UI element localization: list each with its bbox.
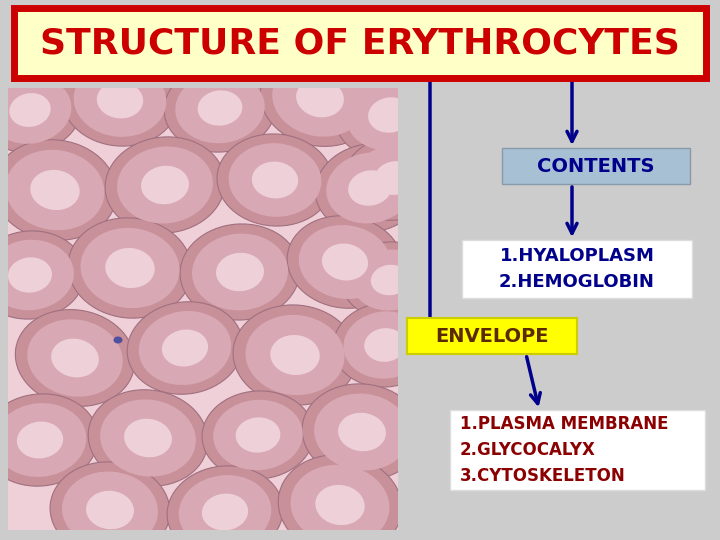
Ellipse shape [287,216,402,308]
Ellipse shape [15,309,135,407]
Ellipse shape [270,335,320,375]
Ellipse shape [8,258,52,293]
Ellipse shape [315,144,425,232]
Ellipse shape [114,336,122,343]
FancyBboxPatch shape [407,318,577,354]
Ellipse shape [27,319,122,397]
Ellipse shape [354,144,436,212]
Ellipse shape [314,394,410,470]
Ellipse shape [213,400,302,470]
Text: 1.PLASMA MEMBRANE
2.GLYCOCALYX
3.CYTOSKELETON: 1.PLASMA MEMBRANE 2.GLYCOCALYX 3.CYTOSKE… [460,415,668,485]
Ellipse shape [333,303,437,387]
Ellipse shape [296,79,344,117]
Ellipse shape [0,403,86,477]
Ellipse shape [192,233,288,310]
Text: ENVELOPE: ENVELOPE [436,327,549,346]
Ellipse shape [50,462,170,540]
FancyBboxPatch shape [450,410,705,490]
Ellipse shape [0,240,74,310]
FancyBboxPatch shape [462,240,692,298]
Ellipse shape [162,329,208,367]
Ellipse shape [315,485,365,525]
Ellipse shape [30,170,80,210]
Ellipse shape [229,143,321,217]
Ellipse shape [124,418,172,457]
Ellipse shape [371,265,409,295]
Ellipse shape [197,90,243,126]
Text: CONTENTS: CONTENTS [537,157,654,176]
Ellipse shape [117,146,213,224]
Ellipse shape [175,73,265,143]
Ellipse shape [0,394,98,486]
Ellipse shape [17,422,63,458]
Ellipse shape [6,150,104,230]
Ellipse shape [139,311,231,385]
Ellipse shape [216,253,264,291]
Ellipse shape [62,54,178,146]
Ellipse shape [105,248,155,288]
Ellipse shape [180,224,300,320]
Ellipse shape [164,64,276,152]
Ellipse shape [235,417,280,453]
Ellipse shape [73,63,166,137]
Text: 1.HYALOPLASM
2.HEMOGLOBIN: 1.HYALOPLASM 2.HEMOGLOBIN [499,247,655,291]
Ellipse shape [167,466,283,540]
Ellipse shape [272,59,368,137]
FancyBboxPatch shape [502,148,690,184]
Ellipse shape [364,328,406,362]
Ellipse shape [202,391,314,479]
Ellipse shape [217,134,333,226]
Ellipse shape [338,413,386,451]
Ellipse shape [9,93,50,127]
Ellipse shape [246,315,345,395]
Ellipse shape [299,225,391,299]
Ellipse shape [252,161,298,198]
Ellipse shape [89,390,208,486]
Ellipse shape [179,475,271,540]
Ellipse shape [86,491,134,529]
FancyBboxPatch shape [14,8,706,78]
Ellipse shape [202,494,248,530]
Ellipse shape [343,312,426,379]
Ellipse shape [51,339,99,377]
Ellipse shape [351,249,428,310]
Ellipse shape [343,136,447,220]
Ellipse shape [348,170,392,206]
Ellipse shape [0,76,71,144]
Ellipse shape [96,82,143,118]
Ellipse shape [81,228,179,308]
Ellipse shape [302,384,422,480]
Ellipse shape [127,302,243,394]
Ellipse shape [105,137,225,233]
Ellipse shape [342,242,438,318]
Ellipse shape [291,465,390,540]
Ellipse shape [68,218,192,318]
Ellipse shape [326,152,414,224]
Ellipse shape [336,71,445,159]
Ellipse shape [374,161,415,195]
Ellipse shape [0,231,85,319]
Ellipse shape [233,305,357,405]
Ellipse shape [368,97,412,133]
Ellipse shape [0,68,82,152]
Ellipse shape [141,166,189,204]
FancyBboxPatch shape [8,88,398,530]
Ellipse shape [346,79,434,151]
Ellipse shape [261,50,379,146]
Ellipse shape [62,471,158,540]
Ellipse shape [322,244,368,280]
Ellipse shape [278,455,402,540]
Text: STRUCTURE OF ERYTHROCYTES: STRUCTURE OF ERYTHROCYTES [40,26,680,60]
Ellipse shape [0,140,117,240]
Ellipse shape [100,400,196,477]
